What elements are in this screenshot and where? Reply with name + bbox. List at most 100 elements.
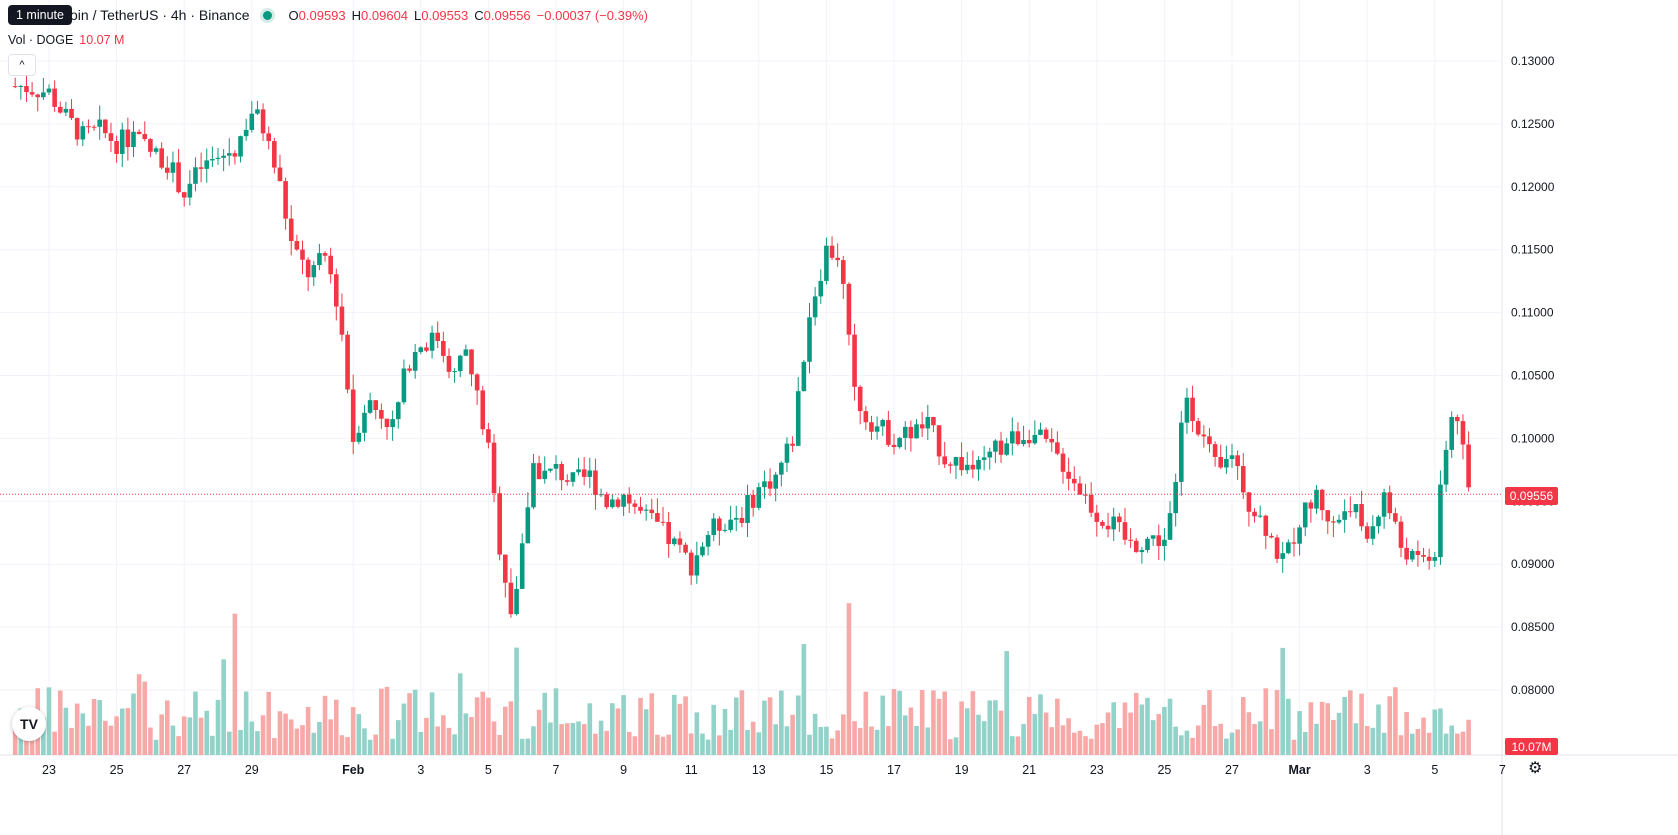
candle-body	[728, 519, 733, 530]
volume-bar	[1133, 692, 1139, 755]
volume-bar	[643, 709, 649, 755]
candle-body	[114, 140, 119, 154]
candle-body	[666, 521, 671, 545]
volume-bar	[824, 726, 829, 755]
candle-body	[953, 457, 959, 466]
candle-body	[1201, 434, 1207, 437]
volume-bar	[379, 688, 384, 755]
candle-body	[998, 440, 1004, 455]
volume-bar	[964, 708, 970, 755]
volume-bar	[531, 726, 536, 755]
volume-bar	[1387, 696, 1393, 755]
volume-bar	[1325, 703, 1331, 755]
candle-body	[1162, 539, 1167, 547]
candle-body	[193, 167, 198, 184]
volume-bar	[1331, 719, 1336, 755]
volume-bar	[1432, 709, 1438, 755]
volume-bar	[114, 716, 119, 755]
volume-bar	[559, 724, 564, 755]
candle-body	[829, 245, 835, 258]
candle-body	[503, 554, 508, 583]
volume-bar	[936, 698, 942, 755]
time-tick-label: 25	[110, 763, 124, 777]
candle-body	[204, 160, 210, 169]
candle-body	[446, 355, 452, 372]
volume-bar	[463, 713, 469, 755]
candle-body	[103, 119, 108, 134]
time-tick-label: 3	[417, 763, 424, 777]
candle-body	[384, 418, 390, 428]
volume-bar	[688, 733, 694, 755]
candle-body	[610, 499, 615, 508]
volume-bar	[311, 732, 317, 755]
candle-body	[1055, 442, 1060, 454]
volume-bar	[1297, 711, 1302, 755]
volume-bar	[305, 706, 311, 755]
candle-body	[80, 126, 86, 140]
volume-bar	[610, 703, 615, 755]
candle-body	[401, 368, 407, 403]
time-tick-label: 5	[1431, 763, 1438, 777]
candle-body	[1336, 519, 1342, 523]
candle-body	[63, 108, 69, 113]
volume-bar	[1100, 723, 1105, 755]
volume-bar	[441, 715, 446, 755]
volume-bar	[717, 735, 722, 755]
candle-body	[412, 351, 418, 371]
candle-body	[897, 437, 902, 448]
symbol-title[interactable]: oin / TetherUS · 4h · Binance	[70, 7, 250, 23]
tradingview-logo[interactable]: TV	[12, 707, 46, 741]
volume-bar	[576, 721, 581, 755]
candle-body	[108, 133, 114, 141]
volume-bar	[812, 713, 818, 755]
volume-bar	[497, 734, 502, 755]
candle-body	[272, 141, 277, 168]
candle-body	[1426, 556, 1432, 561]
candle-body	[508, 582, 514, 615]
candle-body	[198, 167, 204, 169]
candle-body	[570, 472, 576, 482]
volume-bar	[756, 732, 762, 755]
settings-gear-icon[interactable]: ⚙	[1528, 760, 1543, 777]
candle-body	[283, 181, 288, 219]
volume-bar	[728, 729, 733, 755]
candle-body	[773, 474, 778, 489]
volume-bar	[221, 659, 226, 755]
candle-body	[131, 131, 136, 148]
candle-body	[553, 463, 559, 469]
candle-body	[41, 92, 46, 98]
volume-bar	[176, 736, 181, 755]
market-status-icon[interactable]	[259, 7, 275, 23]
volume-bar	[1240, 697, 1246, 755]
candle-body	[1381, 492, 1387, 517]
collapse-legend-button[interactable]: ^	[8, 54, 36, 76]
candle-body	[1460, 421, 1466, 445]
candle-body	[1128, 539, 1133, 541]
volume-bar	[1055, 698, 1060, 755]
volume-bar	[508, 701, 514, 755]
volume-bar	[210, 735, 215, 755]
candle-body	[880, 420, 886, 427]
candle-body	[891, 444, 897, 448]
volume-legend[interactable]: Vol · DOGE 10.07 M	[8, 33, 124, 47]
candle-body	[1184, 397, 1190, 423]
volume-bar	[779, 690, 784, 755]
candle-body	[1297, 527, 1302, 544]
candle-body	[1342, 511, 1347, 520]
volume-bar	[1280, 647, 1285, 755]
volume-bar	[773, 724, 778, 755]
volume-bar	[925, 727, 931, 755]
volume-bar	[148, 727, 153, 755]
chevron-up-icon: ^	[19, 59, 25, 71]
volume-bar	[548, 722, 553, 755]
volume-bar	[1421, 717, 1426, 755]
volume-bar	[266, 691, 271, 755]
high-value: 0.09604	[361, 7, 409, 23]
volume-bar	[407, 693, 412, 755]
volume-bar	[457, 673, 463, 755]
candle-body	[514, 588, 519, 615]
volume-bar	[1348, 690, 1353, 755]
candle-body	[1145, 538, 1150, 550]
candle-body	[902, 426, 908, 438]
